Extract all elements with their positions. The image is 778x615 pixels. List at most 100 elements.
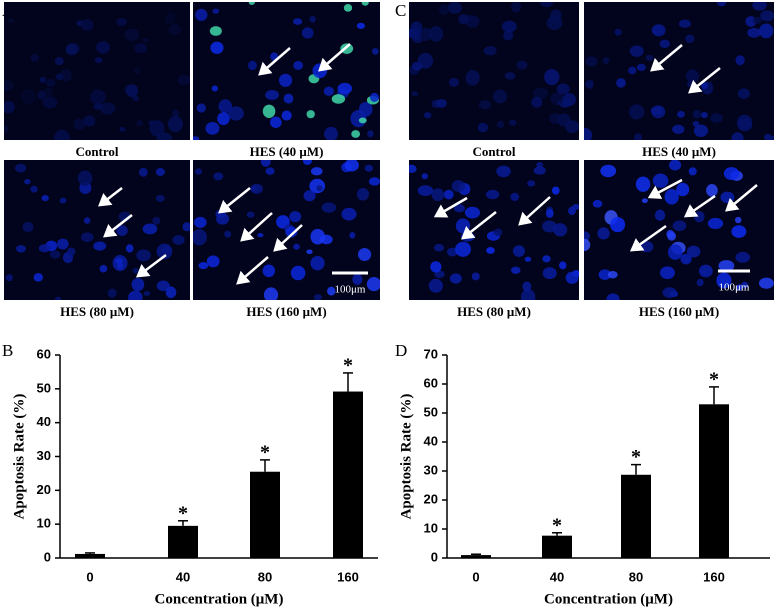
cell [30,185,38,193]
cell [117,262,124,270]
cell [125,244,134,253]
x-tick-label: 160 [337,569,359,584]
cell [532,87,549,100]
cell [107,288,117,298]
cell [292,18,303,25]
cell [4,79,14,92]
cell [409,28,421,40]
caption: HES (80 μM) [457,304,531,319]
arrow [518,196,551,226]
cell [270,116,282,129]
arrow [258,47,291,76]
cell [635,176,651,192]
cell [520,289,536,300]
cell [116,17,127,26]
caption: HES (40 μM) [250,144,324,159]
arrow [650,44,683,72]
cell [285,226,298,238]
y-tick-label: 20 [37,482,51,497]
cell [41,195,49,202]
cell [210,41,224,54]
caption: Control [472,144,515,159]
cell [128,290,143,300]
cell [465,15,480,28]
cells [193,160,380,300]
cell [736,284,743,291]
x-tick-label: 40 [176,569,190,584]
cell [510,192,520,202]
cell [483,46,497,56]
x-tick-label: 0 [472,569,479,584]
cell [15,245,27,253]
y-tick-label: 40 [424,433,438,448]
cell [685,69,700,84]
cell [559,261,567,270]
cell [283,93,294,104]
cell [568,206,576,216]
cell [156,280,170,292]
y-tick-label: 0 [44,549,51,564]
cell [136,120,143,127]
cell [99,102,116,115]
cell [116,225,128,236]
cell [119,126,126,132]
cell [349,232,356,239]
cell [431,188,445,202]
cell [685,34,695,44]
cell [607,271,618,279]
cell [496,165,511,178]
cell [544,69,560,86]
cell [182,222,190,232]
y-tick-label: 0 [431,549,438,564]
bar [699,404,729,558]
cell [700,112,708,119]
x-axis-label: Concentration (μM) [544,591,673,607]
cell [449,273,462,284]
cell [195,168,203,175]
cell [636,63,646,72]
cell [313,294,322,300]
cell [701,82,708,90]
cell [59,197,67,204]
y-tick-label: 30 [424,462,438,477]
cell [758,277,774,289]
cell [698,264,713,278]
cell [20,89,36,105]
cell [228,106,244,121]
cell [641,198,648,204]
cell [133,67,140,75]
cell [409,164,417,173]
micrograph [4,2,190,140]
significance: * [631,446,641,468]
cell [265,167,275,175]
cell [731,132,744,140]
panel-letter: D [395,341,407,360]
cell [54,56,64,66]
cell [37,90,46,100]
cell [747,27,761,38]
cell [718,260,735,272]
arrow [240,212,273,242]
cell [692,109,701,119]
cell [168,116,183,132]
cell [448,77,460,87]
cell [7,18,15,24]
cell [310,167,323,176]
cell [155,194,165,202]
cell [164,12,176,25]
cell [430,261,442,273]
cell [478,100,492,110]
x-tick-label: 0 [86,569,93,584]
y-tick-label: 20 [424,491,438,506]
cell [764,133,772,140]
cell [301,27,314,39]
cell [80,19,94,31]
cell [367,130,374,138]
cell [664,189,679,205]
cell [124,28,140,42]
cells [584,160,774,300]
cell [688,167,697,176]
bar [621,474,651,558]
cell [417,185,434,197]
